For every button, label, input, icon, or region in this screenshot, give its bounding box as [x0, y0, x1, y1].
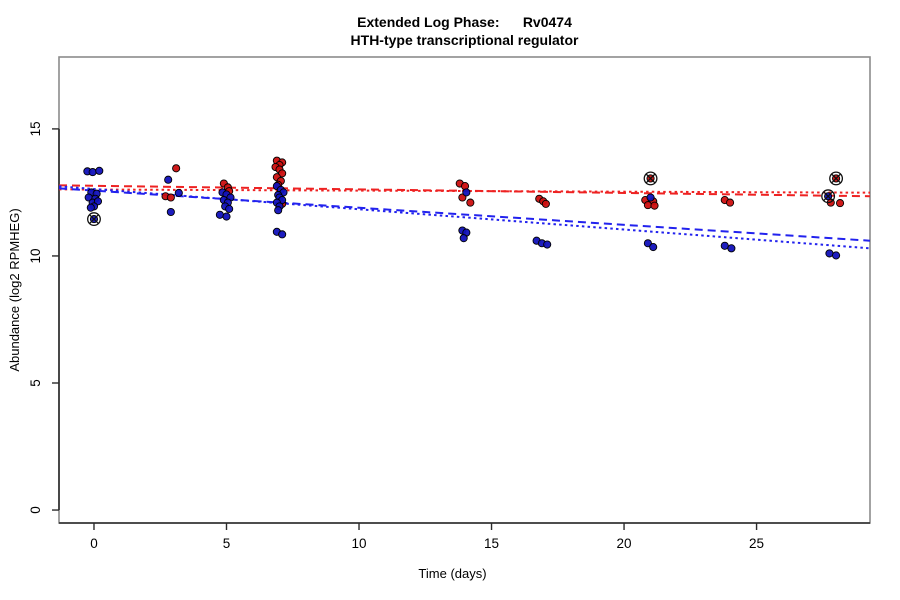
- title-block: Extended Log Phase: Rv0474 HTH-type tran…: [59, 13, 870, 49]
- data-point-red: [643, 201, 652, 210]
- y-tick-label: 0: [28, 506, 43, 514]
- outlier-circle-icon: [829, 171, 844, 186]
- data-point-blue: [215, 210, 224, 219]
- data-point-red: [650, 201, 659, 210]
- data-point-blue: [720, 241, 729, 250]
- data-point-red: [541, 199, 550, 208]
- data-point-blue: [646, 193, 655, 202]
- outlier-x-icon: [645, 173, 656, 184]
- y-tick-label: 15: [28, 121, 43, 136]
- y-tick-label: 10: [28, 248, 43, 263]
- data-point-red: [726, 198, 735, 207]
- x-tick-label: 20: [617, 536, 632, 551]
- x-tick-label: 10: [352, 536, 367, 551]
- data-point-blue: [727, 244, 736, 253]
- data-point-blue: [459, 234, 468, 243]
- outlier-x-icon: [831, 173, 841, 184]
- trendline-blue-longdash: [58, 187, 871, 242]
- data-point-red: [172, 164, 181, 173]
- data-point-blue: [825, 249, 834, 258]
- data-point-blue: [274, 206, 283, 215]
- data-point-blue: [95, 166, 104, 175]
- trendline-blue-dotted: [58, 185, 871, 250]
- outlier-x-icon: [823, 191, 834, 202]
- data-point-blue: [164, 175, 173, 184]
- data-point-red: [836, 199, 845, 208]
- data-point-blue: [222, 212, 231, 221]
- chart-subtitle: HTH-type transcriptional regulator: [350, 32, 579, 48]
- chart-title: Extended Log Phase: Rv0474: [357, 14, 572, 30]
- data-point-blue: [278, 230, 287, 239]
- x-tick-label: 15: [484, 536, 499, 551]
- outlier-circle-icon: [87, 212, 101, 227]
- data-point-blue: [832, 251, 841, 260]
- data-point-red: [466, 198, 475, 207]
- data-point-blue: [462, 188, 471, 197]
- data-point-blue: [174, 188, 183, 197]
- data-point-blue: [543, 240, 552, 249]
- outlier-circle-icon: [821, 189, 836, 204]
- data-point-blue: [88, 168, 97, 177]
- outlier-x-icon: [89, 214, 99, 225]
- y-tick-label: 5: [28, 379, 43, 387]
- data-point-blue: [225, 204, 234, 213]
- plot-box: [58, 56, 871, 524]
- y-axis-title: Abundance (log2 RPMHEG): [7, 208, 22, 371]
- x-tick-label: 5: [223, 536, 231, 551]
- data-point-blue: [649, 243, 658, 252]
- data-point-blue: [86, 203, 95, 212]
- outlier-circle-icon: [643, 171, 658, 186]
- data-point-blue: [166, 207, 175, 217]
- x-tick-label: 25: [749, 536, 764, 551]
- x-axis-title: Time (days): [418, 566, 486, 581]
- data-point-red: [166, 193, 175, 202]
- x-tick-label: 0: [90, 536, 98, 551]
